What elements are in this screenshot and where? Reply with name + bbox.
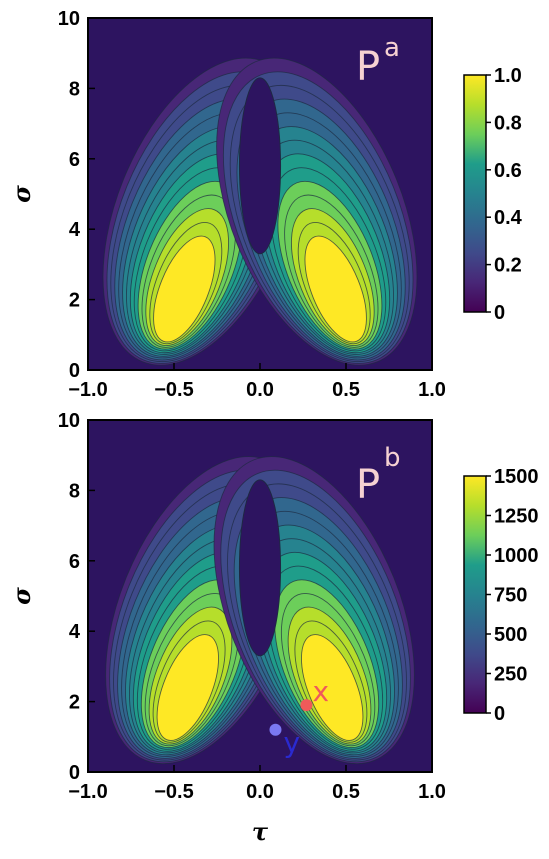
contour-level <box>156 634 219 741</box>
x-tick-label: 0.0 <box>246 379 274 401</box>
colorbar-tick-label: 1000 <box>494 545 539 567</box>
panel-b-label: P <box>356 462 380 508</box>
panel-b-plot <box>87 419 433 773</box>
panel-a-label: P <box>356 44 380 90</box>
colorbar-tick-label: 0 <box>494 703 505 725</box>
panel-b-yticks: 0 2 4 6 8 10 <box>58 410 95 784</box>
x-tick-label: −0.5 <box>154 379 193 401</box>
y-tick-label: 2 <box>69 692 80 714</box>
y-tick-label: 2 <box>69 290 80 312</box>
panel-a-colorbar-gradient <box>464 75 486 312</box>
x-tick-label: −1.0 <box>68 781 107 803</box>
panel-b-colorbar-ticks: 0 250 500 750 1000 1250 1500 <box>486 466 539 725</box>
y-tick-label: 4 <box>69 621 81 643</box>
y-tick-label: 6 <box>69 551 80 573</box>
panel-b: 0 2 4 6 8 10 −1.0 −0.5 0.0 0.5 1.0 σ τ P b xy 0 25… <box>7 410 539 846</box>
panel-a-superscript: a <box>384 33 400 63</box>
y-tick-label: 8 <box>69 78 80 100</box>
colorbar-tick-label: 0 <box>494 302 505 324</box>
x-tick-label: 0.0 <box>246 781 274 803</box>
y-tick-label: 0 <box>69 360 80 382</box>
x-tick-label: 1.0 <box>418 379 446 401</box>
colorbar-tick-label: 1.0 <box>494 65 522 87</box>
colorbar-tick-label: 0.6 <box>494 160 522 182</box>
panel-b-xticks: −1.0 −0.5 0.0 0.5 1.0 <box>68 765 446 803</box>
y-tick-label: 0 <box>69 762 80 784</box>
colorbar-tick-label: 0.4 <box>494 207 523 229</box>
panel-b-xlabel: τ <box>252 817 269 846</box>
panel-a-colorbar-frame <box>463 74 487 313</box>
panel-b-ylabel: σ <box>7 587 36 605</box>
y-tick-label: 10 <box>58 410 80 432</box>
point-y-marker <box>269 723 282 736</box>
colorbar-tick-label: 1500 <box>494 466 539 488</box>
panel-b-colorbar-gradient <box>464 476 486 713</box>
panel-a-colorbar-ticks: 0 0.2 0.4 0.6 0.8 1.0 <box>486 65 523 324</box>
x-tick-label: 0.5 <box>332 379 360 401</box>
y-tick-label: 10 <box>58 8 80 30</box>
point-x-marker <box>300 699 313 712</box>
panel-b-points: xy <box>269 675 329 759</box>
x-tick-label: −0.5 <box>154 781 193 803</box>
colorbar-tick-label: 500 <box>494 624 527 646</box>
colorbar-tick-label: 250 <box>494 664 527 686</box>
colorbar-tick-label: 0.2 <box>494 255 522 277</box>
y-tick-label: 8 <box>69 480 80 502</box>
panel-a-plot <box>87 17 433 371</box>
panel-a-xticks: −1.0 −0.5 0.0 0.5 1.0 <box>68 363 446 401</box>
contour-level <box>153 235 216 343</box>
point-x-label: x <box>312 675 329 708</box>
colorbar-tick-label: 0.8 <box>494 112 522 134</box>
contour-level <box>304 235 367 343</box>
panel-b-title: P b <box>356 443 401 508</box>
x-tick-label: 1.0 <box>418 781 446 803</box>
y-tick-label: 6 <box>69 149 80 171</box>
panel-a-yticks: 0 2 4 6 8 10 <box>58 8 95 382</box>
panel-a-title: P a <box>356 33 400 90</box>
colorbar-tick-label: 750 <box>494 585 527 607</box>
x-tick-label: 0.5 <box>332 781 360 803</box>
panel-b-colorbar: 0 250 500 750 1000 1250 1500 <box>463 466 539 725</box>
panel-a-ylabel: σ <box>7 185 36 203</box>
point-y-label: y <box>283 726 300 759</box>
central-channel <box>238 479 282 657</box>
central-channel <box>238 77 282 255</box>
y-tick-label: 4 <box>69 219 81 241</box>
x-tick-label: −1.0 <box>68 379 107 401</box>
panel-b-superscript: b <box>384 443 401 473</box>
panel-a-contours <box>102 57 418 366</box>
contour-level <box>301 634 364 741</box>
panel-a-colorbar: 0 0.2 0.4 0.6 0.8 1.0 <box>463 65 523 324</box>
colorbar-tick-label: 1250 <box>494 506 539 528</box>
